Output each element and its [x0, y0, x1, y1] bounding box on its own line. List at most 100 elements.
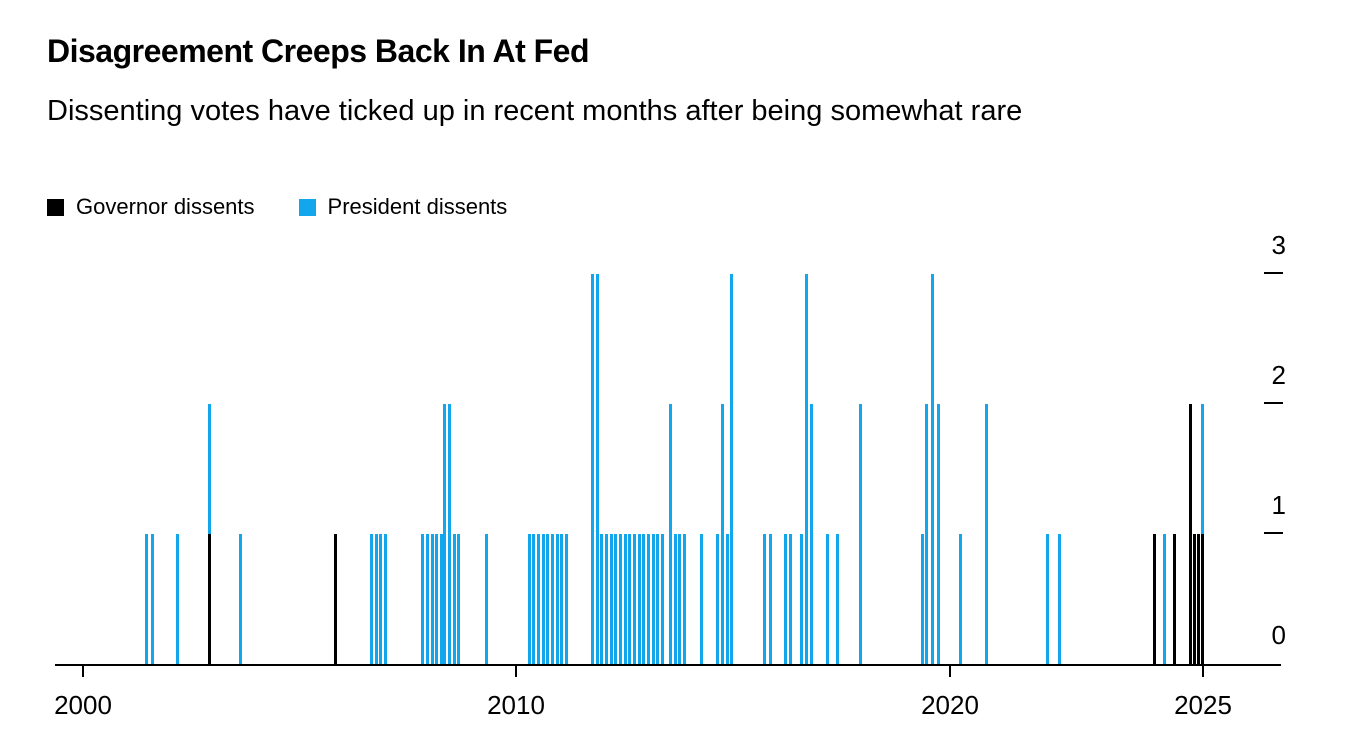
bar-president-dissents [595, 274, 599, 664]
bar-governor-dissents [1200, 534, 1204, 664]
bar-president-dissents [805, 274, 809, 664]
bar-president-dissents [799, 534, 803, 664]
y-tick-label: 2 [1271, 360, 1286, 390]
bar-president-dissents [783, 534, 787, 664]
x-tick-label: 2025 [1174, 690, 1232, 720]
bar-president-dissents [628, 534, 632, 664]
bar-president-dissents [720, 404, 724, 664]
bar-president-dissents [600, 534, 604, 664]
bar-president-dissents [788, 534, 792, 664]
governor-dissents-swatch-icon [47, 198, 64, 216]
bar-president-dissents [958, 534, 962, 664]
x-tick-label: 2000 [54, 690, 112, 720]
bar-governor-dissents [334, 534, 337, 664]
bar-president-dissents [678, 534, 682, 664]
bar-president-dissents [623, 534, 627, 664]
bar-president-dissents [430, 534, 434, 664]
x-axis-line [55, 664, 1281, 666]
bar-president-dissents [1163, 534, 1166, 664]
legend-label-governor: Governor dissents [76, 194, 255, 219]
bar-president-dissents [550, 534, 554, 664]
bar-governor-dissents [1173, 534, 1177, 664]
x-tick-label: 2010 [487, 690, 545, 720]
bar-president-dissents [763, 534, 767, 664]
x-tick-label: 2020 [921, 690, 979, 720]
bar-president-dissents [809, 404, 813, 664]
bar-president-dissents [207, 404, 211, 534]
bar-president-dissents [651, 534, 655, 664]
bar-president-dissents [920, 534, 924, 664]
y-tick-label: 1 [1271, 490, 1286, 520]
chart-subtitle: Dissenting votes have ticked up in recen… [47, 95, 1023, 127]
legend-label-president: President dissents [327, 194, 508, 219]
x-axis-tick [949, 664, 951, 677]
x-axis-tick [1202, 664, 1204, 677]
bar-president-dissents [435, 534, 439, 664]
bar-president-dissents [835, 534, 839, 664]
bar-president-dissents [646, 534, 650, 664]
y-axis-tick [1264, 272, 1283, 274]
y-tick-label: 3 [1271, 230, 1286, 260]
bar-president-dissents [682, 534, 686, 664]
bar-president-dissents [421, 534, 425, 664]
bar-president-dissents [725, 534, 729, 664]
bar-president-dissents [176, 534, 179, 664]
bar-president-dissents [443, 404, 447, 664]
bar-president-dissents [730, 274, 734, 664]
bar-president-dissents [1200, 404, 1204, 534]
y-axis-tick [1264, 402, 1283, 404]
bar-president-dissents [1057, 534, 1061, 664]
bar-president-dissents [930, 274, 934, 664]
legend-item-president: President dissents [298, 194, 508, 219]
bar-president-dissents [457, 534, 461, 664]
bar-president-dissents [379, 534, 383, 664]
bar-governor-dissents [1196, 534, 1200, 664]
bar-president-dissents [656, 534, 660, 664]
bar-president-dissents [614, 534, 618, 664]
bar-president-dissents [642, 534, 646, 664]
bar-president-dissents [532, 534, 536, 664]
x-axis-tick [82, 664, 84, 677]
bar-president-dissents [238, 534, 242, 664]
bar-president-dissents [555, 534, 559, 664]
legend: Governor dissents President dissents [47, 196, 507, 218]
bar-president-dissents [439, 534, 443, 664]
bar-president-dissents [618, 534, 622, 664]
bar-president-dissents [660, 534, 664, 664]
bar-president-dissents [564, 534, 568, 664]
bar-president-dissents [825, 534, 829, 664]
bar-president-dissents [609, 534, 613, 664]
bar-governor-dissents [1152, 534, 1156, 664]
president-dissents-swatch-icon [298, 198, 316, 216]
bar-president-dissents [858, 404, 862, 664]
bar-president-dissents [546, 534, 550, 664]
bar-president-dissents [150, 534, 154, 664]
y-tick-label: 0 [1271, 620, 1286, 650]
bar-president-dissents [637, 534, 641, 664]
x-axis-tick [515, 664, 517, 677]
bar-president-dissents [668, 404, 672, 664]
bar-governor-dissents [1188, 404, 1192, 664]
bar-president-dissents [768, 534, 772, 664]
legend-item-governor: Governor dissents [47, 196, 255, 218]
bar-president-dissents [536, 534, 540, 664]
bar-president-dissents [1045, 534, 1049, 664]
bar-president-dissents [383, 534, 387, 664]
bar-president-dissents [425, 534, 429, 664]
bar-president-dissents [673, 534, 677, 664]
bar-president-dissents [936, 404, 940, 664]
bar-president-dissents [604, 534, 608, 664]
bar-president-dissents [541, 534, 545, 664]
chart-title: Disagreement Creeps Back In At Fed [47, 33, 590, 69]
bar-president-dissents [369, 534, 373, 664]
bar-president-dissents [145, 534, 148, 664]
bar-president-dissents [716, 534, 720, 664]
bar-president-dissents [527, 534, 531, 664]
bar-president-dissents [452, 534, 456, 664]
y-axis-tick [1264, 532, 1283, 534]
bar-president-dissents [590, 274, 594, 664]
bar-governor-dissents [1192, 534, 1196, 664]
bar-president-dissents [560, 534, 564, 664]
